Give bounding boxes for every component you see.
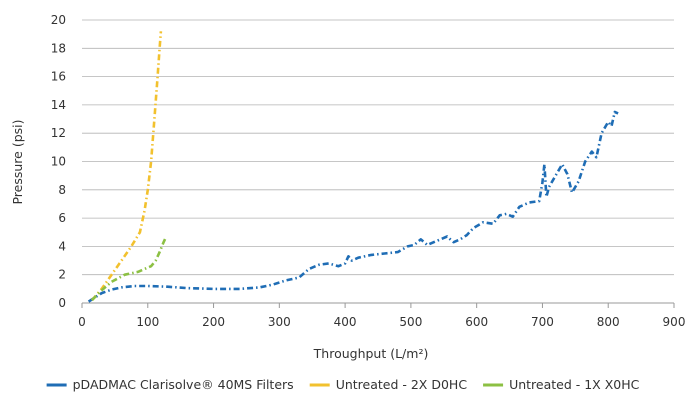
- x-tick-label: 800: [597, 315, 620, 329]
- y-axis-title: Pressure (psi): [10, 119, 25, 204]
- y-tick-label: 4: [58, 239, 66, 253]
- legend-label-2: Untreated - 2X D0HC: [336, 377, 468, 392]
- series-line-3: [90, 235, 168, 302]
- x-tick-labels: 0 100 200 300 400 500 600 700 800 900: [78, 315, 685, 329]
- y-tick-label: 14: [51, 98, 66, 112]
- x-tick-label: 400: [334, 315, 357, 329]
- gridlines: [82, 19, 674, 276]
- x-tick-label: 900: [663, 315, 686, 329]
- legend: pDADMAC Clarisolve® 40MS Filters Untreate…: [46, 377, 640, 392]
- y-tick-label: 6: [58, 211, 66, 225]
- y-tick-label: 10: [51, 155, 66, 169]
- legend-label-3: Untreated - 1X X0HC: [509, 377, 640, 392]
- x-tick-label: 200: [202, 315, 225, 329]
- y-tick-label: 8: [58, 183, 66, 197]
- y-tick-label: 12: [51, 126, 66, 140]
- y-tick-label: 16: [51, 70, 66, 84]
- x-tick-label: 100: [136, 315, 159, 329]
- x-tick-label: 500: [399, 315, 422, 329]
- y-tick-label: 2: [58, 268, 66, 282]
- x-axis-title: Throughput (L/m²): [313, 346, 429, 361]
- x-tick-label: 600: [465, 315, 488, 329]
- x-tick-label: 300: [268, 315, 291, 329]
- x-tick-label: 0: [78, 315, 86, 329]
- series-lines: [87, 31, 619, 303]
- series-line-2: [90, 31, 163, 302]
- x-tick-label: 700: [531, 315, 554, 329]
- axes: [81, 302, 675, 308]
- y-tick-label: 20: [51, 13, 66, 27]
- y-tick-labels: 0 2 4 6 8 10 12 14 16 18 20: [51, 13, 66, 310]
- series-line-1: [87, 110, 619, 303]
- y-tick-label: 0: [58, 296, 66, 310]
- legend-label-1: pDADMAC Clarisolve® 40MS Filters: [73, 377, 294, 392]
- y-tick-label: 18: [51, 41, 66, 55]
